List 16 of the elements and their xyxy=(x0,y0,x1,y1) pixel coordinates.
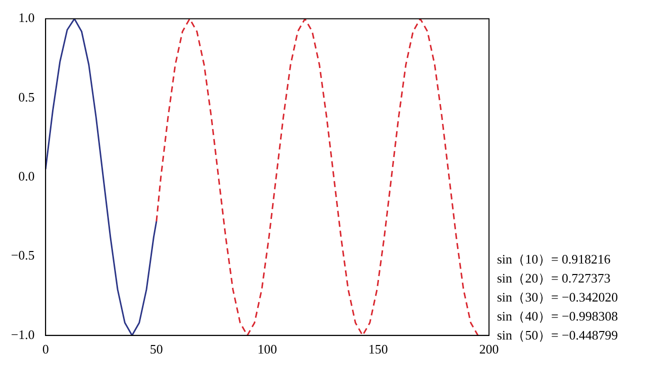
line-series xyxy=(156,18,479,336)
x-tick-label: 0 xyxy=(42,342,49,357)
y-tick-label: 0.5 xyxy=(18,89,35,104)
y-tick-label: −1.0 xyxy=(10,326,35,342)
x-tick-label: 150 xyxy=(368,342,388,357)
text: sin（10）= 0.918216 xyxy=(497,251,611,266)
x-tick-label: 200 xyxy=(479,342,499,357)
x-tick-label: 100 xyxy=(258,342,278,357)
y-tick-label: 1.0 xyxy=(18,10,35,26)
y-tick-label: 0.0 xyxy=(18,168,35,184)
text: sin（20）= 0.727373 xyxy=(497,270,611,286)
y-tick-label: −0.5 xyxy=(10,248,35,263)
x-tick-label: 50 xyxy=(150,342,163,357)
text: sin（30）= −0.342020 xyxy=(497,289,618,304)
text: sin（40）= −0.998308 xyxy=(497,308,618,324)
text: sin（50）= −0.448799 xyxy=(497,327,618,342)
